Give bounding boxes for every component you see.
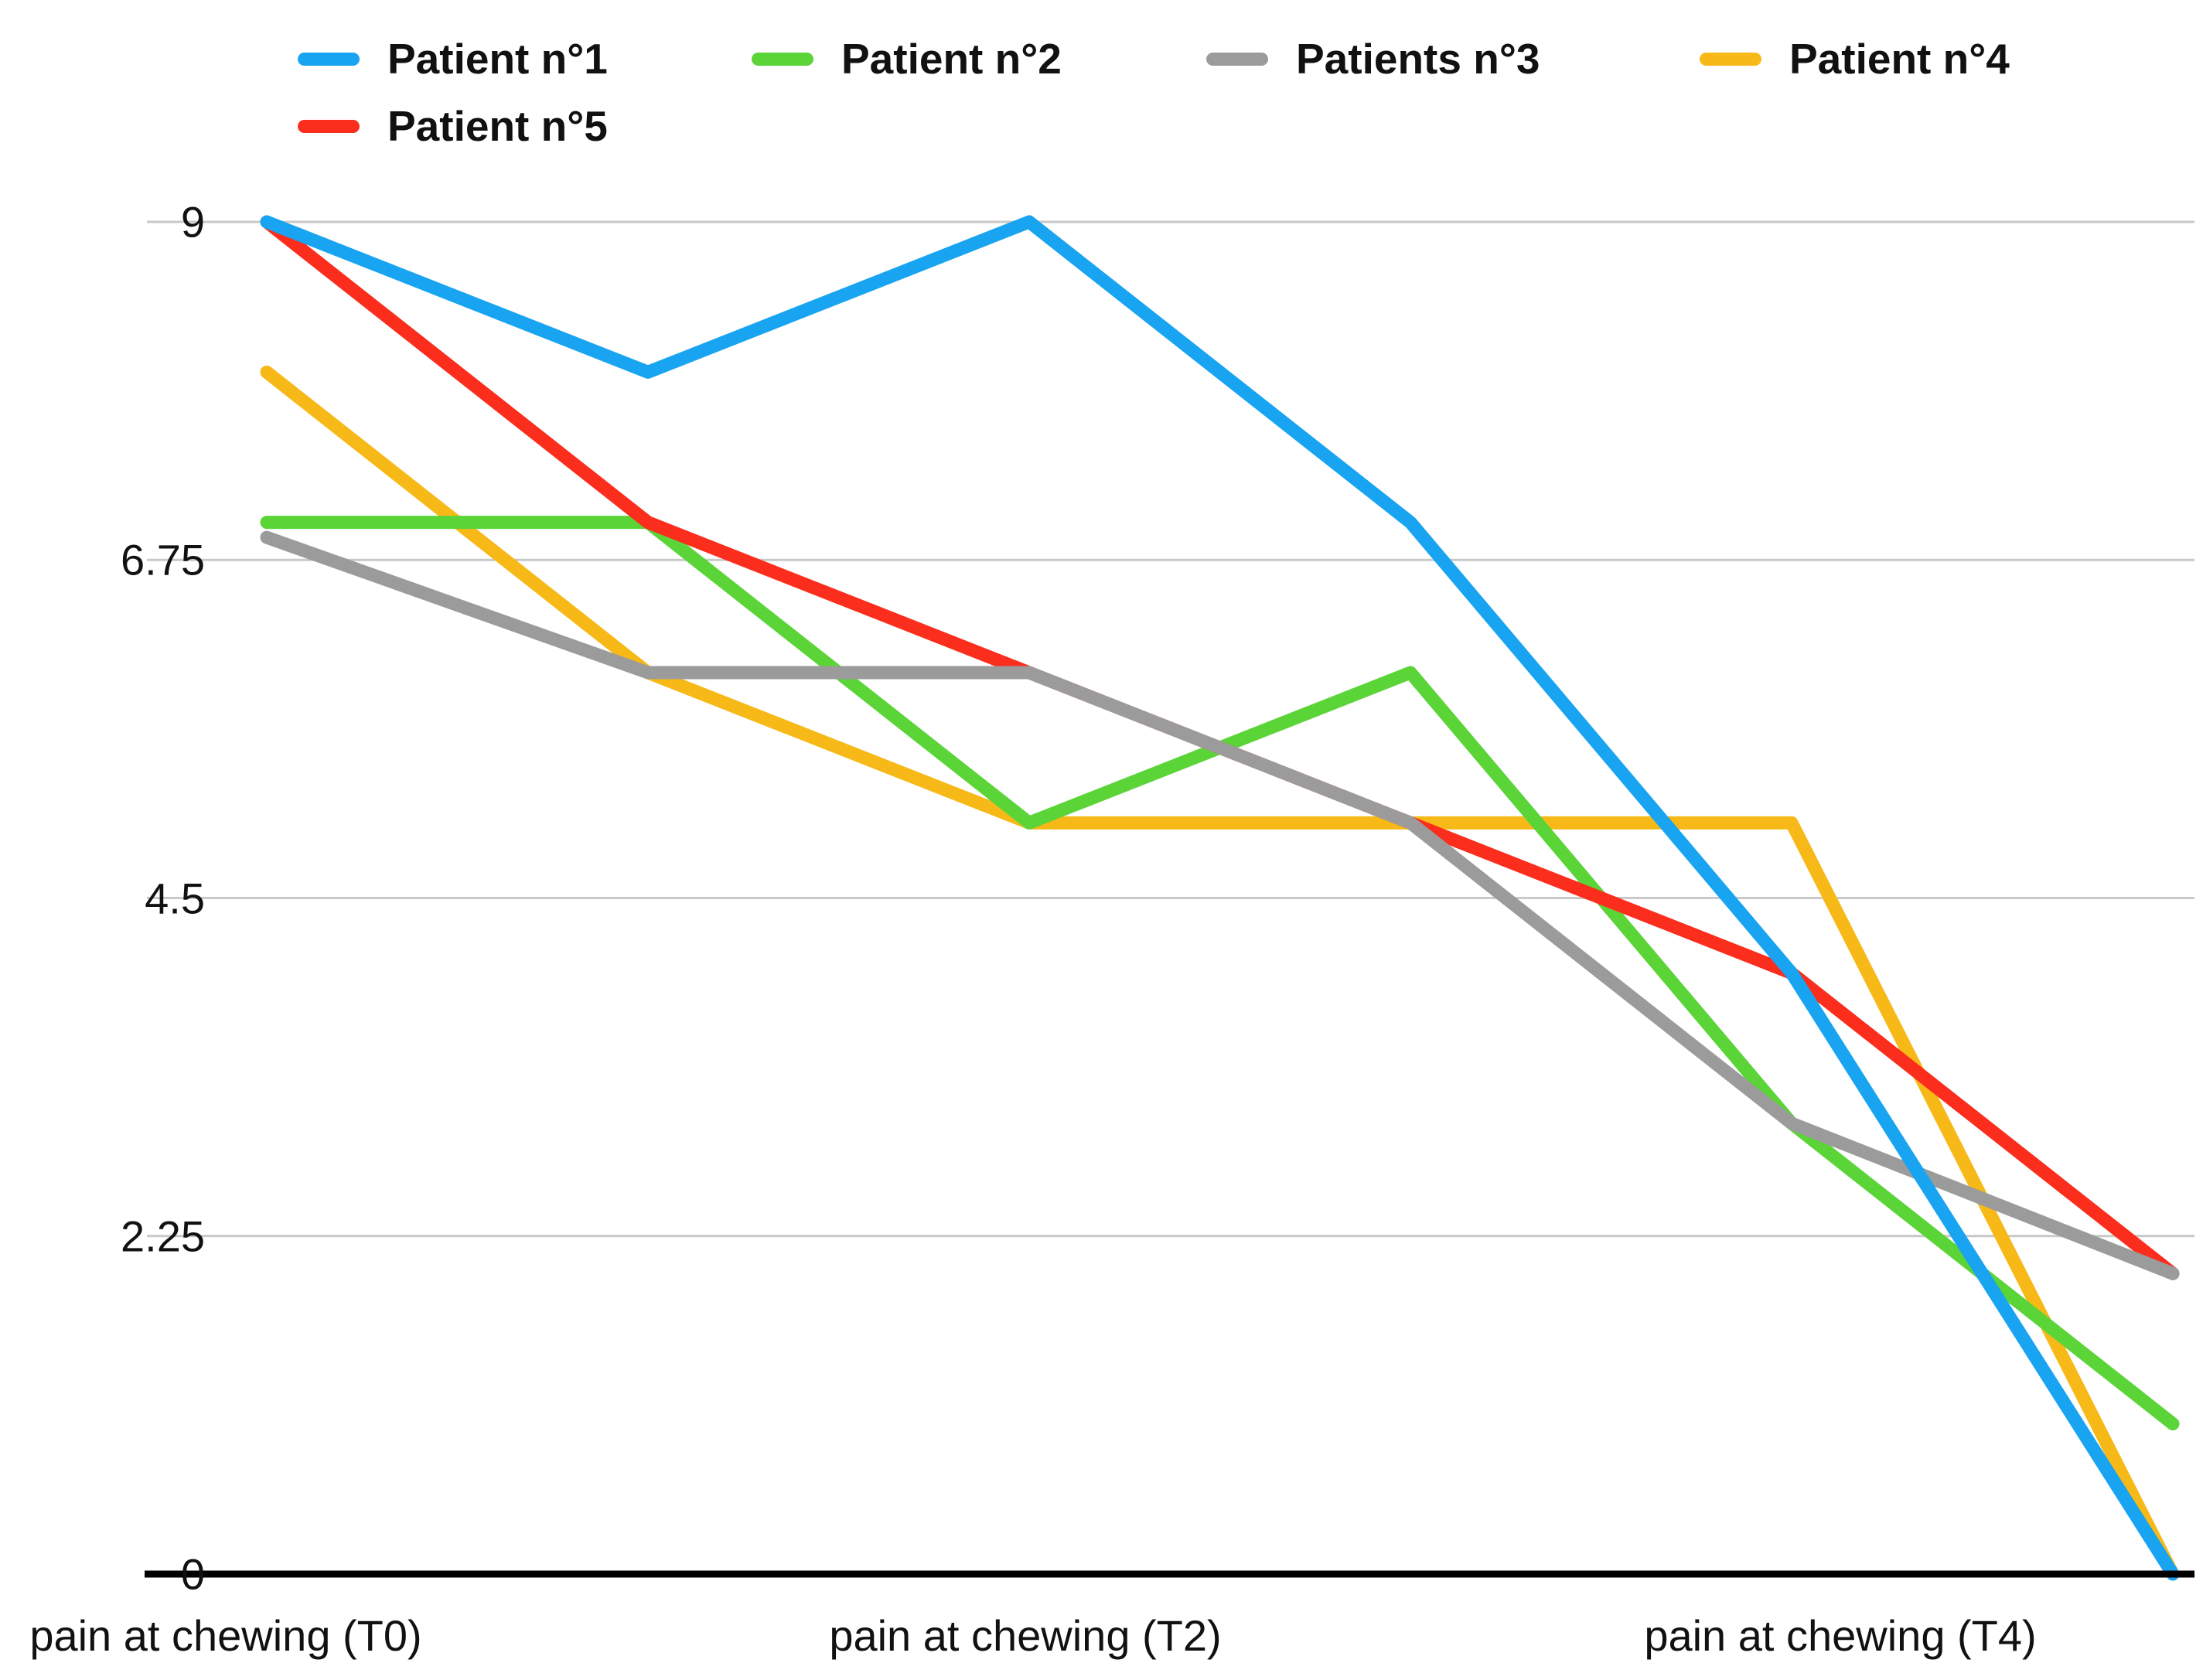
y-tick-label-9: 9 (180, 197, 205, 247)
legend-swatch-icon (1700, 52, 1761, 66)
y-tick-label-2.25: 2.25 (121, 1211, 205, 1261)
legend-item-patient-n-5: Patient n°5 (298, 101, 608, 151)
series-line-patient-n-4 (260, 365, 2180, 1581)
legend-item-patient-n-1: Patient n°1 (298, 34, 608, 83)
y-tick-label-6.75: 6.75 (121, 535, 205, 584)
x-tick-label-t2: pain at chewing (T2) (829, 1611, 1222, 1660)
series-line-patient-n-2 (260, 516, 2180, 1431)
legend-swatch-icon (752, 52, 813, 66)
x-tick-label-t4: pain at chewing (T4) (1644, 1611, 2037, 1660)
legend-label: Patient n°5 (387, 102, 608, 150)
legend-label: Patient n°4 (1789, 35, 2010, 83)
legend-item-patient-n-2: Patient n°2 (752, 34, 1062, 83)
legend-item-patient-n-4: Patient n°4 (1700, 34, 2010, 83)
legend-item-patients-n-3: Patients n°3 (1206, 34, 1540, 83)
legend-label: Patient n°2 (841, 35, 1062, 83)
legend-label: Patient n°1 (387, 35, 608, 83)
y-tick-label-4.5: 4.5 (145, 874, 205, 922)
y-tick-label-0: 0 (180, 1549, 205, 1599)
legend-label: Patients n°3 (1296, 35, 1540, 83)
series-line-patients-n-3 (260, 530, 2180, 1280)
legend-swatch-icon (298, 119, 360, 133)
legend-swatch-icon (298, 52, 360, 66)
x-tick-label-t0: pain at chewing (T0) (29, 1611, 422, 1660)
series-line-patient-n-1 (260, 215, 2180, 1581)
legend-swatch-icon (1206, 52, 1268, 66)
